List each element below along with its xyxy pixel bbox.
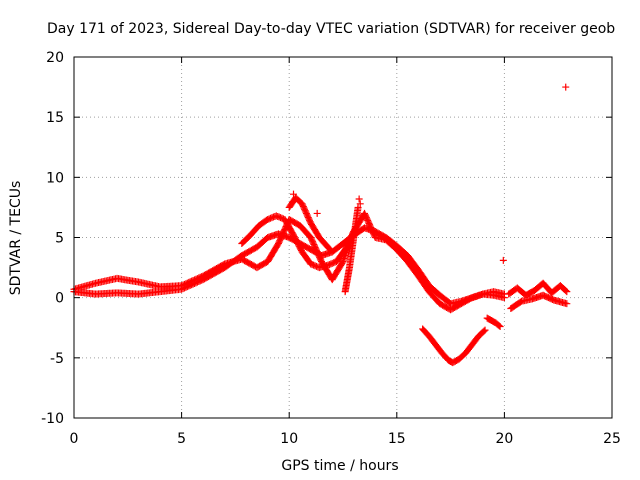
series-track-g xyxy=(507,291,571,312)
series-track-i xyxy=(341,203,362,296)
data-point xyxy=(500,294,508,302)
data-point xyxy=(481,326,489,334)
series-track-f xyxy=(505,279,571,299)
data-point xyxy=(356,200,364,208)
data-point xyxy=(355,195,363,203)
data-point xyxy=(495,322,503,330)
data-point xyxy=(499,256,507,264)
axis-ticks: 0 5 10 15 20 25 -10 -5 0 5 10 15 20 xyxy=(41,50,621,447)
chart-title: Day 171 of 2023, Sidereal Day-to-day VTE… xyxy=(47,21,615,37)
series-track-c xyxy=(238,212,358,272)
x-tick-label: 20 xyxy=(495,431,513,447)
grid xyxy=(74,57,612,418)
data-point xyxy=(563,288,571,296)
data-point xyxy=(325,244,333,252)
y-tick-label: 0 xyxy=(55,291,64,307)
data-points xyxy=(70,83,571,367)
data-point xyxy=(562,83,570,91)
data-point xyxy=(326,246,334,254)
y-axis-label: SDTVAR / TECUs xyxy=(8,181,24,296)
data-point xyxy=(354,203,362,211)
data-point xyxy=(562,287,570,295)
x-tick-label: 15 xyxy=(388,431,406,447)
series-outliers xyxy=(290,83,570,264)
y-tick-label: 10 xyxy=(46,170,64,186)
y-tick-label: 20 xyxy=(46,50,64,66)
x-axis-label: GPS time / hours xyxy=(281,458,398,474)
y-tick-label: -10 xyxy=(41,411,64,427)
y-tick-label: -5 xyxy=(50,351,64,367)
series-track-d xyxy=(419,325,489,367)
series-track-e xyxy=(483,314,504,331)
data-point xyxy=(480,327,488,335)
x-tick-label: 25 xyxy=(603,431,621,447)
data-point xyxy=(313,209,321,217)
y-tick-label: 15 xyxy=(46,110,64,126)
data-point xyxy=(290,190,298,198)
data-point xyxy=(563,300,571,308)
data-point xyxy=(496,323,504,331)
y-tick-label: 5 xyxy=(55,231,64,247)
x-tick-label: 0 xyxy=(70,431,79,447)
x-tick-label: 10 xyxy=(280,431,298,447)
x-tick-label: 5 xyxy=(177,431,186,447)
series-track-h xyxy=(285,194,334,254)
